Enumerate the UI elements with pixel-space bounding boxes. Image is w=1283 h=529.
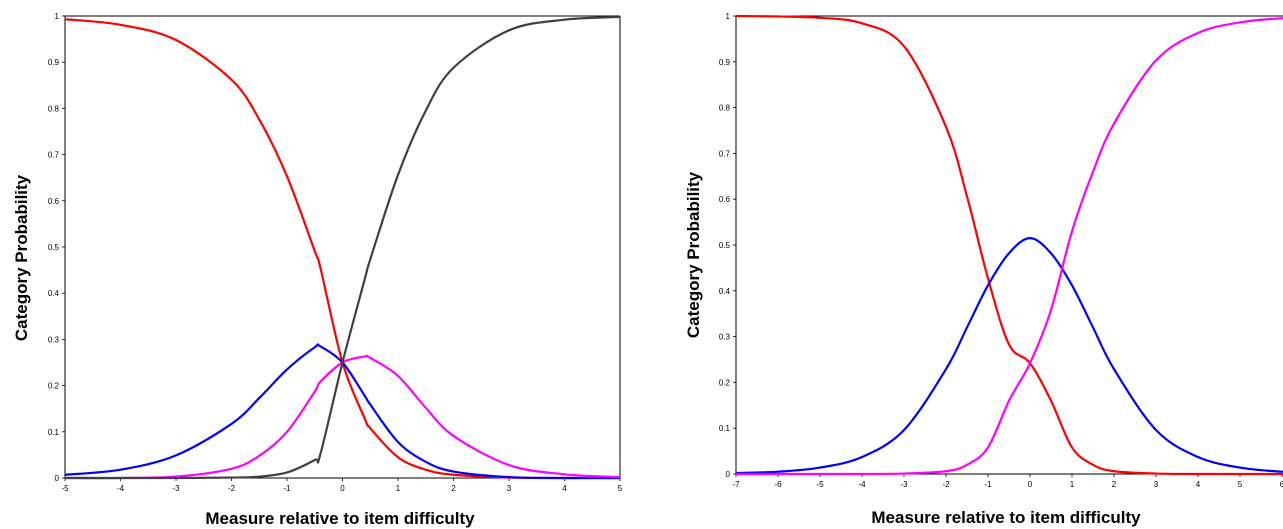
left-y-tick-label: 0.4 bbox=[48, 289, 60, 298]
left-y-tick-label: 0.7 bbox=[48, 151, 60, 160]
chart-right-svg: 0 0.1 0.2 0.3 0.4 0.5 0.6 0.7 0.8 0.9 1 -7 -6 -5 -4 -3 -… bbox=[684, 12, 1283, 527]
right-y-tick-label: 0.3 bbox=[719, 333, 731, 342]
right-x-axis-title: Measure relative to item difficulty bbox=[871, 508, 1141, 527]
left-y-tick-label: 0.6 bbox=[48, 197, 60, 206]
right-x-tick-label: -2 bbox=[942, 480, 950, 489]
right-x-tick-label: 0 bbox=[1028, 480, 1033, 489]
right-series-line-1 bbox=[735, 14, 1283, 476]
right-x-tick-label: -1 bbox=[984, 480, 992, 489]
right-y-tick-label: 0 bbox=[726, 470, 731, 479]
left-x-tick-label: 1 bbox=[396, 484, 401, 493]
right-x-tick-label: 3 bbox=[1154, 480, 1159, 489]
right-y-tick-label: 0.2 bbox=[719, 378, 731, 387]
right-x-tick-label: 6 bbox=[1280, 480, 1283, 489]
left-x-tick-label: -2 bbox=[228, 484, 236, 493]
right-x-tick-label: -7 bbox=[732, 480, 740, 489]
left-x-tick-label: -3 bbox=[172, 484, 180, 493]
left-x-tick-label: 2 bbox=[451, 484, 456, 493]
right-y-tick-label: 0.1 bbox=[719, 424, 731, 433]
right-y-tick-label: 0.4 bbox=[719, 287, 731, 296]
right-x-tick-label: 5 bbox=[1238, 480, 1243, 489]
left-x-tick-label: -5 bbox=[61, 484, 69, 493]
right-x-tick-label: -4 bbox=[858, 480, 866, 489]
left-x-tick-label: -1 bbox=[283, 484, 291, 493]
left-y-tick-label: 0.3 bbox=[48, 335, 60, 344]
right-x-tick-label: 1 bbox=[1070, 480, 1075, 489]
left-y-tick-label: 0.9 bbox=[48, 58, 60, 67]
right-series-line-3 bbox=[736, 17, 1283, 476]
chart-right: 0 0.1 0.2 0.3 0.4 0.5 0.6 0.7 0.8 0.9 1 -7 -6 -5 -4 -3 -… bbox=[676, 0, 1283, 529]
chart-left-svg: 0 0.1 0.2 0.3 0.4 0.5 0.6 0.7 0.8 0.9 1 -5 -4 -3 -2 -1 0… bbox=[12, 12, 623, 528]
right-y-tick-label: 0.8 bbox=[719, 104, 731, 113]
left-x-axis-title: Measure relative to item difficulty bbox=[205, 509, 475, 528]
left-x-tick-label: -4 bbox=[117, 484, 125, 493]
right-x-tick-label: 4 bbox=[1196, 480, 1201, 489]
left-x-tick-label: 3 bbox=[507, 484, 512, 493]
left-y-tick-label: 1 bbox=[55, 12, 60, 21]
right-x-tick-label: -6 bbox=[774, 480, 782, 489]
right-y-tick-label: 0.9 bbox=[719, 58, 731, 67]
left-y-tick-label: 0.5 bbox=[48, 243, 60, 252]
left-series-line-4 bbox=[65, 15, 621, 480]
left-series-line-1 bbox=[64, 18, 621, 480]
right-y-axis-title: Category Probability bbox=[684, 171, 703, 338]
right-plot-area: 0 0.1 0.2 0.3 0.4 0.5 0.6 0.7 0.8 0.9 1 -7 -6 -5 -4 -3 -… bbox=[684, 12, 1283, 527]
left-y-tick-label: 0 bbox=[55, 474, 60, 483]
left-y-axis-title: Category Probability bbox=[12, 174, 31, 341]
left-y-tick-label: 0.1 bbox=[48, 428, 60, 437]
right-y-tick-label: 0.6 bbox=[719, 195, 731, 204]
left-y-tick-label: 0.2 bbox=[48, 382, 60, 391]
right-x-tick-label: -3 bbox=[900, 480, 908, 489]
left-y-tick-label: 0.8 bbox=[48, 104, 60, 113]
right-y-tick-label: 1 bbox=[726, 12, 731, 21]
left-series-line-3 bbox=[64, 354, 621, 480]
left-x-tick-label: 5 bbox=[618, 484, 623, 493]
right-x-tick-label: -5 bbox=[816, 480, 824, 489]
right-y-tick-label: 0.5 bbox=[719, 241, 731, 250]
left-x-tick-label: 4 bbox=[562, 484, 567, 493]
left-x-tick-label: 0 bbox=[340, 484, 345, 493]
right-x-tick-label: 2 bbox=[1112, 480, 1117, 489]
right-series-line-2 bbox=[735, 237, 1283, 475]
left-plot-area: 0 0.1 0.2 0.3 0.4 0.5 0.6 0.7 0.8 0.9 1 -5 -4 -3 -2 -1 0… bbox=[12, 12, 623, 528]
right-y-tick-label: 0.7 bbox=[719, 149, 731, 158]
chart-left: 0 0.1 0.2 0.3 0.4 0.5 0.6 0.7 0.8 0.9 1 -5 -4 -3 -2 -1 0… bbox=[0, 0, 632, 529]
